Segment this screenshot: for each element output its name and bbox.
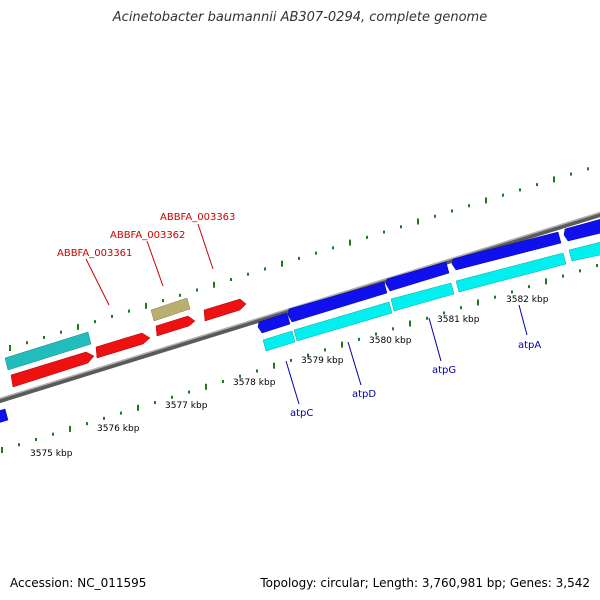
scale-label-3578: 3578 kbp bbox=[233, 378, 276, 388]
red-gene-labels: ABBFA_003361 ABBFA_003362 ABBFA_003363 bbox=[57, 212, 235, 306]
feature-cyan-4[interactable] bbox=[455, 252, 567, 293]
gene-label-abbfa-003361: ABBFA_003361 bbox=[57, 248, 132, 259]
feature-abbfa-003363[interactable] bbox=[203, 298, 247, 322]
feature-abbfa-003361[interactable] bbox=[10, 351, 95, 388]
scale-label-3577: 3577 kbp bbox=[165, 401, 208, 411]
scale-labels: 3575 kbp 3576 kbp 3577 kbp 3578 kbp 3579… bbox=[30, 295, 549, 459]
feature-cyan-2[interactable] bbox=[293, 301, 393, 342]
gene-label-abbfa-003363: ABBFA_003363 bbox=[160, 212, 235, 223]
tick-row-lower bbox=[1, 264, 598, 453]
scale-label-3582: 3582 kbp bbox=[506, 295, 549, 305]
scale-label-3580: 3580 kbp bbox=[369, 336, 412, 346]
feature-cyan-1[interactable] bbox=[262, 330, 296, 352]
scale-label-3576: 3576 kbp bbox=[97, 424, 140, 434]
feature-cyan-3[interactable] bbox=[390, 282, 455, 312]
feature-blue-4[interactable] bbox=[451, 231, 562, 271]
accession-text: Accession: NC_011595 bbox=[10, 576, 147, 590]
feature-blue-left-edge[interactable] bbox=[0, 408, 9, 424]
feature-abbfa-003362[interactable] bbox=[155, 315, 196, 337]
map-title: Acinetobacter baumannii AB307-0294, comp… bbox=[112, 10, 488, 25]
feature-olive[interactable] bbox=[150, 297, 191, 322]
genome-summary-text: Topology: circular; Length: 3,760,981 bp… bbox=[260, 576, 590, 590]
scale-label-3579: 3579 kbp bbox=[301, 356, 344, 366]
feature-dark-cyan[interactable] bbox=[4, 331, 92, 371]
feature-blue-3[interactable] bbox=[385, 261, 450, 292]
gene-label-atpc: atpC bbox=[290, 408, 313, 419]
tick-row-upper bbox=[9, 167, 589, 351]
feature-blue-2[interactable] bbox=[287, 281, 388, 323]
feature-blue-5[interactable] bbox=[563, 218, 600, 242]
feature-cyan-5[interactable] bbox=[568, 241, 600, 262]
gene-label-abbfa-003362: ABBFA_003362 bbox=[110, 230, 185, 241]
blue-gene-labels: atpC atpD atpG atpA bbox=[285, 304, 541, 419]
scale-label-3575: 3575 kbp bbox=[30, 449, 73, 459]
gene-label-atpa: atpA bbox=[518, 340, 541, 351]
feature-blue-1[interactable] bbox=[257, 312, 291, 334]
feature-red-2[interactable] bbox=[95, 332, 151, 359]
scale-label-3581: 3581 kbp bbox=[437, 315, 480, 325]
gene-label-atpd: atpD bbox=[352, 389, 376, 400]
gene-label-atpg: atpG bbox=[432, 365, 456, 376]
feature-track bbox=[0, 218, 600, 424]
